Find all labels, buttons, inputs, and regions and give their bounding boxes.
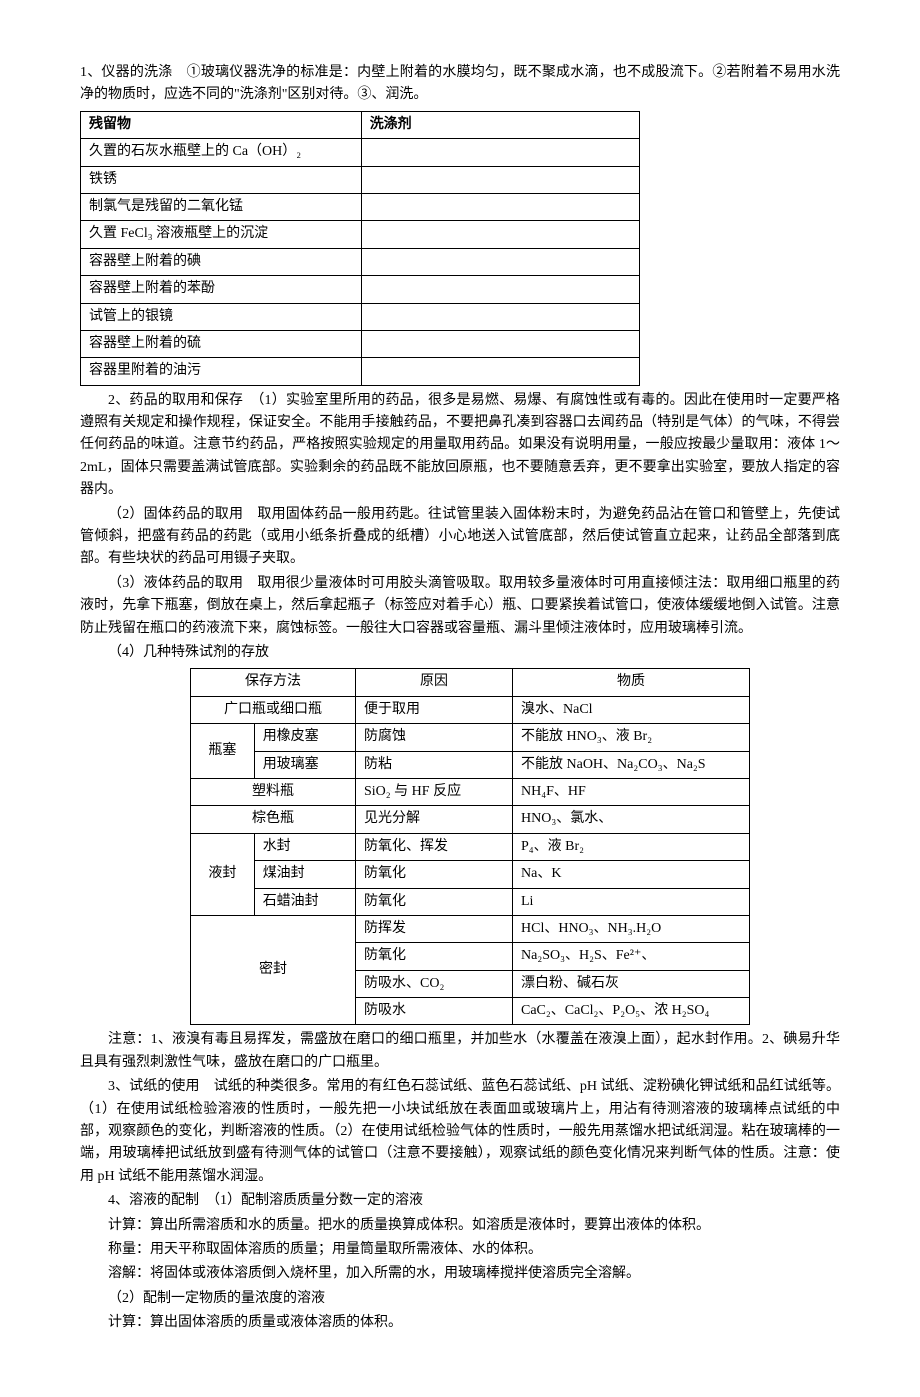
t2-cell-reason: 防氧化: [356, 861, 513, 888]
t2-cell-substance: NH₄F、HF: [513, 778, 750, 805]
t2-cell-substance: HNO₃、氯水、: [513, 806, 750, 833]
t1-cell-residue: 容器里附着的油污: [81, 358, 362, 385]
table-row: 塑料瓶SiO₂ 与 HF 反应NH₄F、HF: [191, 778, 750, 805]
t1-cell-cleaner: [361, 276, 639, 303]
t2-cell-reason: 防吸水: [356, 998, 513, 1025]
para-11: 溶解：将固体或液体溶质倒入烧杯里，加入所需的水，用玻璃棒搅拌使溶质完全溶解。: [80, 1263, 840, 1285]
table-residue-cleaner: 残留物 洗涤剂 久置的石灰水瓶壁上的 Ca（OH）₂铁锈制氯气是残留的二氧化锰久…: [80, 111, 640, 386]
t1-cell-residue: 久置 FeCl₃ 溶液瓶壁上的沉淀: [81, 221, 362, 248]
t2-cell-method-sub: 石蜡油封: [254, 888, 355, 915]
table-row: 广口瓶或细口瓶便于取用溴水、NaCl: [191, 696, 750, 723]
t1-cell-cleaner: [361, 166, 639, 193]
t2-header-reason: 原因: [356, 669, 513, 696]
t2-cell-method-sub: 煤油封: [254, 861, 355, 888]
t1-cell-cleaner: [361, 330, 639, 357]
t2-cell-method: 密封: [191, 915, 356, 1025]
table-row: 铁锈: [81, 166, 640, 193]
para-5: （4）几种特殊试剂的存放: [80, 642, 840, 664]
t2-cell-reason: 防氧化: [356, 888, 513, 915]
para-7: 3、试纸的使用 试纸的种类很多。常用的有红色石蕊试纸、蓝色石蕊试纸、pH 试纸、…: [80, 1076, 840, 1188]
para-9: 计算：算出所需溶质和水的质量。把水的质量换算成体积。如溶质是液体时，要算出液体的…: [80, 1215, 840, 1237]
t2-cell-method-sub: 水封: [254, 833, 355, 860]
t2-cell-substance: Na₂SO₃、H₂S、Fe²⁺、: [513, 943, 750, 970]
t2-cell-method: 液封: [191, 833, 255, 915]
table-row: 液封水封防氧化、挥发P₄、液 Br₂: [191, 833, 750, 860]
para-6: 注意：1、液溴有毒且易挥发，需盛放在磨口的细口瓶里，并加些水（水覆盖在液溴上面）…: [80, 1029, 840, 1074]
t2-cell-method: 广口瓶或细口瓶: [191, 696, 356, 723]
table-row: 试管上的银镜: [81, 303, 640, 330]
t1-cell-cleaner: [361, 248, 639, 275]
t1-cell-cleaner: [361, 139, 639, 166]
t2-cell-substance: HCl、HNO₃、NH₃.H₂O: [513, 915, 750, 942]
t1-cell-cleaner: [361, 303, 639, 330]
table-row: 石蜡油封防氧化Li: [191, 888, 750, 915]
t1-cell-residue: 容器壁上附着的碘: [81, 248, 362, 275]
t1-cell-residue: 容器壁上附着的硫: [81, 330, 362, 357]
table-row: 制氯气是残留的二氧化锰: [81, 193, 640, 220]
t2-cell-substance: 漂白粉、碱石灰: [513, 970, 750, 997]
t1-cell-residue: 试管上的银镜: [81, 303, 362, 330]
t2-cell-reason: 便于取用: [356, 696, 513, 723]
t2-cell-reason: 防氧化、挥发: [356, 833, 513, 860]
table-row: 容器里附着的油污: [81, 358, 640, 385]
t2-cell-reason: 防挥发: [356, 915, 513, 942]
para-12: （2）配制一定物质的量浓度的溶液: [80, 1288, 840, 1310]
t2-cell-substance: P₄、液 Br₂: [513, 833, 750, 860]
table-row: 容器壁上附着的碘: [81, 248, 640, 275]
t2-cell-reason: 防氧化: [356, 943, 513, 970]
t2-cell-method: 塑料瓶: [191, 778, 356, 805]
table-row: 容器壁上附着的硫: [81, 330, 640, 357]
t2-cell-substance: 不能放 NaOH、Na₂CO₃、Na₂S: [513, 751, 750, 778]
t2-header-substance: 物质: [513, 669, 750, 696]
para-8: 4、溶液的配制 （1）配制溶质质量分数一定的溶液: [80, 1190, 840, 1212]
t1-cell-cleaner: [361, 193, 639, 220]
t2-cell-method-sub: 用橡皮塞: [254, 724, 355, 751]
table-row: 容器壁上附着的苯酚: [81, 276, 640, 303]
t1-header-cleaner: 洗涤剂: [361, 111, 639, 138]
para-2: 2、药品的取用和保存 （1）实验室里所用的药品，很多是易燃、易爆、有腐蚀性或有毒…: [80, 390, 840, 502]
t1-cell-residue: 容器壁上附着的苯酚: [81, 276, 362, 303]
t2-cell-method: 棕色瓶: [191, 806, 356, 833]
para-4: （3）液体药品的取用 取用很少量液体时可用胶头滴管吸取。取用较多量液体时可用直接…: [80, 573, 840, 640]
t2-cell-substance: CaC₂、CaCl₂、P₂O₅、浓 H₂SO₄: [513, 998, 750, 1025]
t2-header-method: 保存方法: [191, 669, 356, 696]
t1-header-residue: 残留物: [81, 111, 362, 138]
table-row: 用玻璃塞防粘不能放 NaOH、Na₂CO₃、Na₂S: [191, 751, 750, 778]
table-row: 久置 FeCl₃ 溶液瓶壁上的沉淀: [81, 221, 640, 248]
para-1: 1、仪器的洗涤 ①玻璃仪器洗净的标准是：内壁上附着的水膜均匀，既不聚成水滴，也不…: [80, 62, 840, 107]
table-row: 棕色瓶见光分解HNO₃、氯水、: [191, 806, 750, 833]
t2-cell-substance: 溴水、NaCl: [513, 696, 750, 723]
t1-cell-residue: 铁锈: [81, 166, 362, 193]
t2-cell-reason: 防粘: [356, 751, 513, 778]
t2-cell-substance: 不能放 HNO₃、液 Br₂: [513, 724, 750, 751]
t2-cell-method: 瓶塞: [191, 724, 255, 779]
t1-cell-residue: 久置的石灰水瓶壁上的 Ca（OH）₂: [81, 139, 362, 166]
t2-cell-method-sub: 用玻璃塞: [254, 751, 355, 778]
para-3: （2）固体药品的取用 取用固体药品一般用药匙。往试管里装入固体粉末时，为避免药品…: [80, 504, 840, 571]
t1-cell-residue: 制氯气是残留的二氧化锰: [81, 193, 362, 220]
table-row: 密封防挥发HCl、HNO₃、NH₃.H₂O: [191, 915, 750, 942]
t2-cell-reason: 见光分解: [356, 806, 513, 833]
table-row: 久置的石灰水瓶壁上的 Ca（OH）₂: [81, 139, 640, 166]
table-storage-methods: 保存方法 原因 物质 广口瓶或细口瓶便于取用溴水、NaCl瓶塞用橡皮塞防腐蚀不能…: [190, 668, 750, 1025]
t1-cell-cleaner: [361, 358, 639, 385]
t2-cell-reason: 防腐蚀: [356, 724, 513, 751]
t2-cell-substance: Li: [513, 888, 750, 915]
para-13: 计算：算出固体溶质的质量或液体溶质的体积。: [80, 1312, 840, 1334]
t2-cell-reason: SiO₂ 与 HF 反应: [356, 778, 513, 805]
para-10: 称量：用天平称取固体溶质的质量；用量筒量取所需液体、水的体积。: [80, 1239, 840, 1261]
table-row: 瓶塞用橡皮塞防腐蚀不能放 HNO₃、液 Br₂: [191, 724, 750, 751]
t2-cell-substance: Na、K: [513, 861, 750, 888]
table-row: 煤油封防氧化Na、K: [191, 861, 750, 888]
t1-cell-cleaner: [361, 221, 639, 248]
t2-cell-reason: 防吸水、CO₂: [356, 970, 513, 997]
